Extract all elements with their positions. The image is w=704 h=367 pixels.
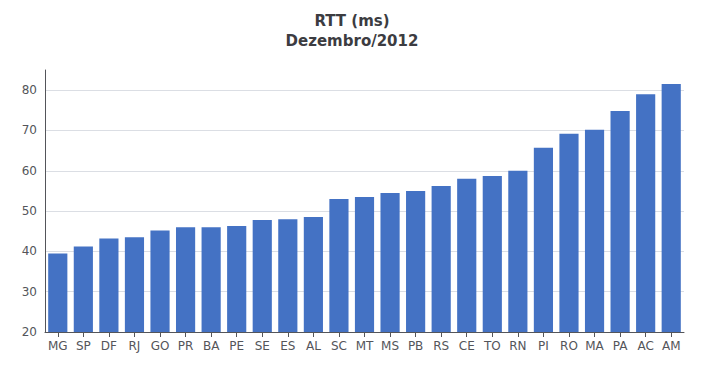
svg-text:ES: ES [280,339,295,353]
svg-text:PA: PA [613,339,628,353]
svg-text:RS: RS [433,339,449,353]
svg-text:MS: MS [381,339,399,353]
svg-text:DF: DF [101,339,117,353]
svg-text:BA: BA [203,339,220,353]
svg-text:Dezembro/2012: Dezembro/2012 [286,32,419,50]
svg-text:PB: PB [408,339,423,353]
svg-text:AL: AL [306,339,321,353]
svg-text:50: 50 [22,204,37,218]
svg-text:80: 80 [22,83,37,97]
svg-text:RO: RO [560,339,578,353]
svg-text:SE: SE [255,339,270,353]
svg-text:MG: MG [48,339,68,353]
svg-text:AC: AC [637,339,653,353]
svg-text:MA: MA [585,339,604,353]
svg-text:40: 40 [22,244,37,258]
svg-text:GO: GO [151,339,170,353]
svg-text:20: 20 [22,325,37,339]
svg-text:30: 30 [22,285,37,299]
svg-text:PI: PI [538,339,549,353]
svg-text:SC: SC [331,339,347,353]
svg-text:TO: TO [483,339,501,353]
svg-text:CE: CE [459,339,475,353]
svg-text:PR: PR [178,339,194,353]
svg-text:RTT (ms): RTT (ms) [314,12,389,30]
svg-text:SP: SP [76,339,91,353]
svg-text:PE: PE [229,339,244,353]
svg-text:RJ: RJ [129,339,141,353]
svg-text:AM: AM [662,339,681,353]
svg-text:60: 60 [22,164,37,178]
svg-text:70: 70 [22,123,37,137]
svg-text:MT: MT [356,339,374,353]
svg-text:RN: RN [509,339,526,353]
